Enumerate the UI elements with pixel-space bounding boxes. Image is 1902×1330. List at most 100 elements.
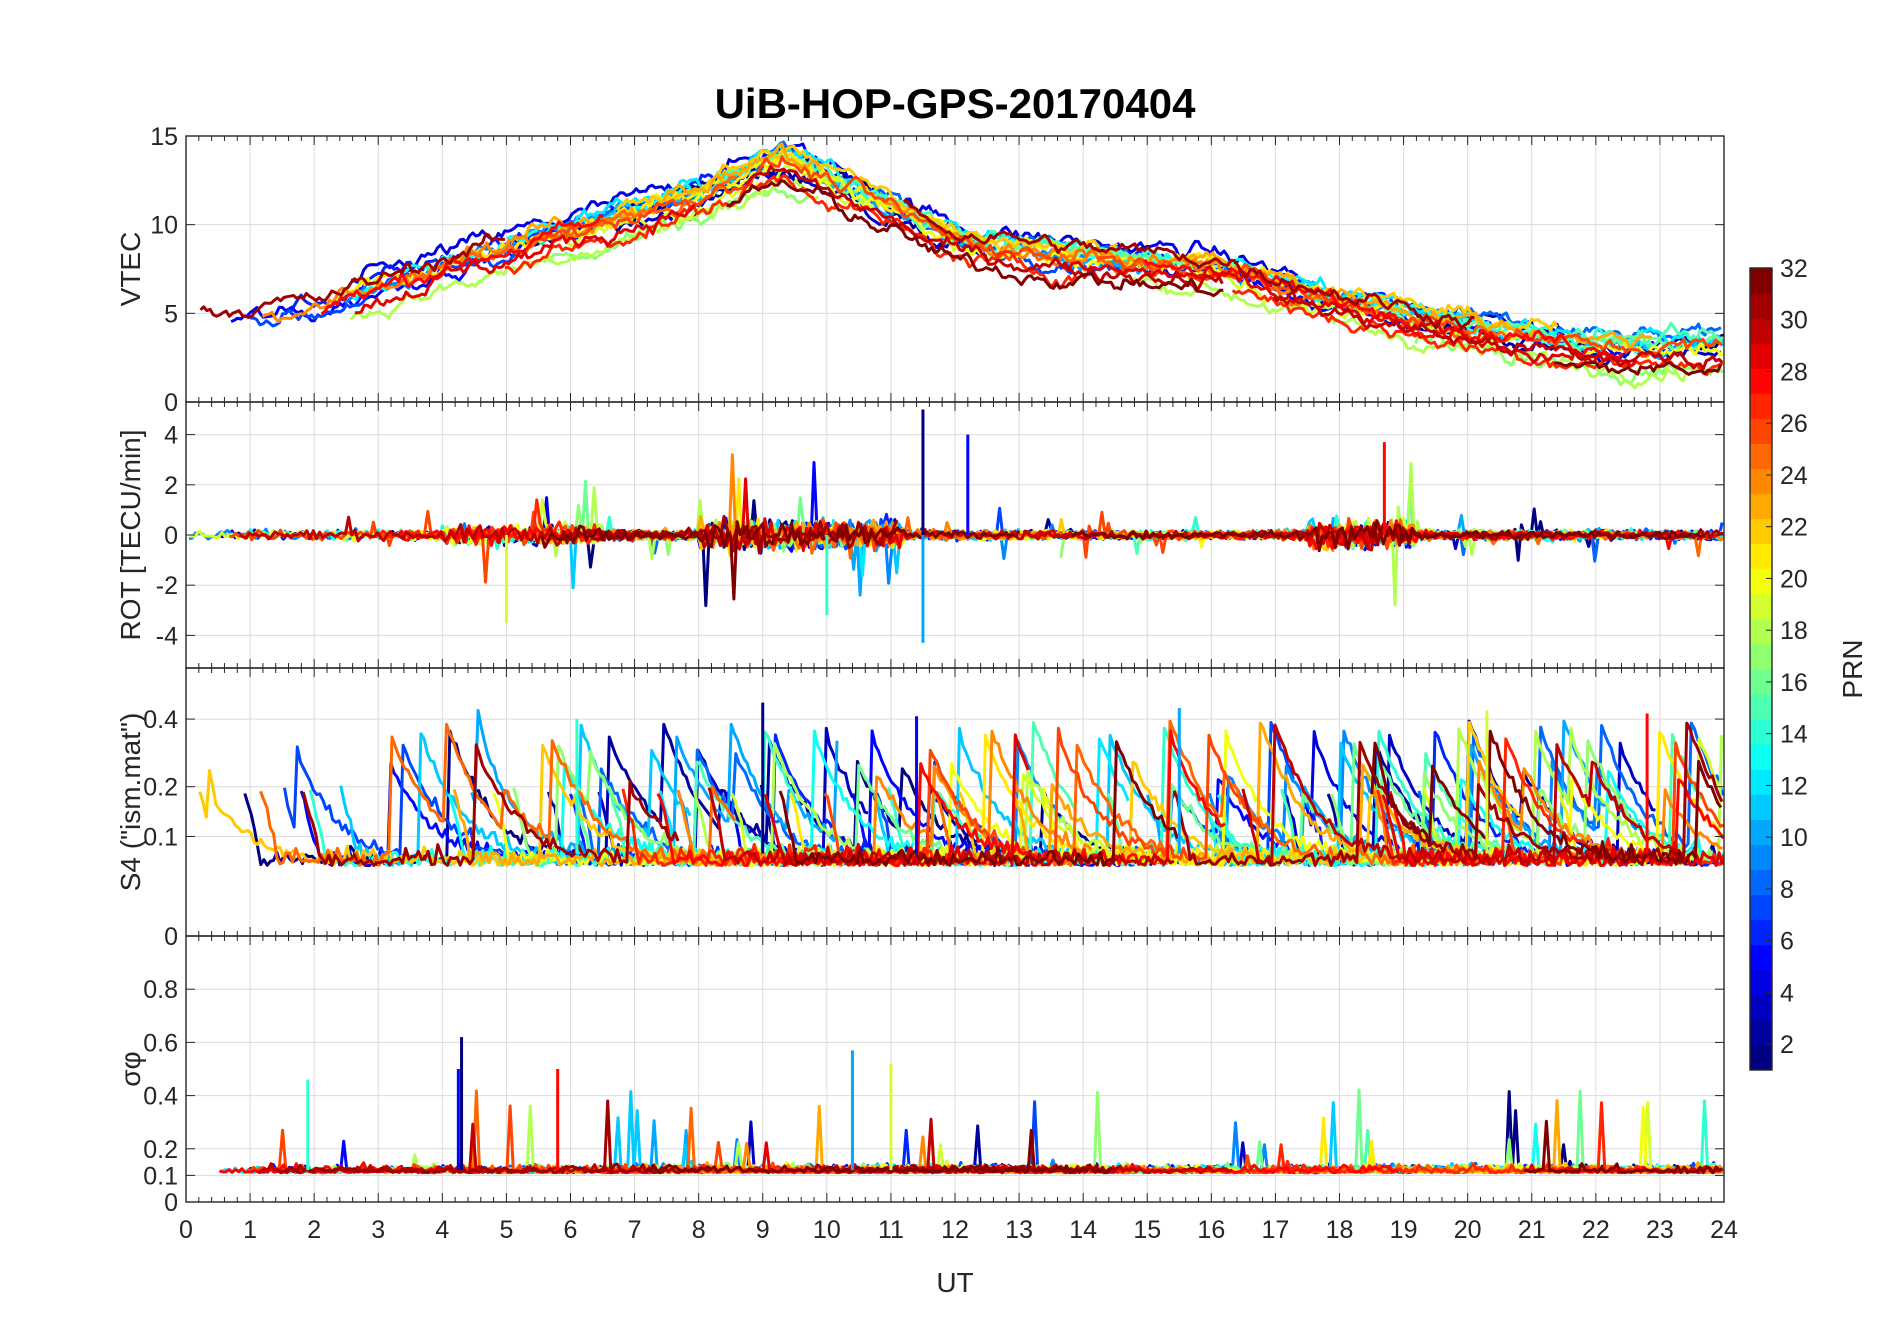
colorbar-tick-label: 16 bbox=[1780, 669, 1808, 697]
colorbar-segment bbox=[1750, 794, 1772, 820]
panel-vtec: 0 5 10 15 VTEC bbox=[115, 123, 1725, 417]
series-prn-27 bbox=[1231, 288, 1724, 377]
x-tick-label: 14 bbox=[1069, 1216, 1097, 1244]
colorbar-segment bbox=[1750, 493, 1772, 520]
colorbar-segment bbox=[1750, 819, 1772, 845]
y-tick-label: 5 bbox=[164, 300, 178, 328]
colorbar-segment bbox=[1750, 994, 1772, 1021]
x-tick-label: 4 bbox=[435, 1216, 449, 1244]
series-prn-30 bbox=[869, 1117, 1233, 1175]
y-tick-label: 0.4 bbox=[143, 706, 178, 734]
y-tick-label: 4 bbox=[164, 422, 178, 450]
panel-s4: 0 0.1 0.2 0.4S4 ("ism.mat") bbox=[115, 667, 1725, 951]
series-prn-32 bbox=[1071, 519, 1705, 553]
colorbar-segment bbox=[1750, 869, 1772, 896]
colorbar-tick-label: 12 bbox=[1780, 772, 1808, 800]
y-tick-label: 0.2 bbox=[143, 1136, 178, 1164]
series-prn-30 bbox=[238, 515, 760, 553]
colorbar-segment bbox=[1750, 318, 1772, 344]
colorbar-segment bbox=[1750, 669, 1772, 695]
x-tick-label: 24 bbox=[1710, 1216, 1738, 1244]
x-tick-label: 8 bbox=[692, 1216, 706, 1244]
series-prn-28 bbox=[320, 214, 605, 316]
series-prn-30 bbox=[1241, 723, 1687, 867]
y-tick-label: 0 bbox=[164, 1189, 178, 1217]
colorbar-segment bbox=[1750, 894, 1772, 921]
series-group-vtec bbox=[199, 140, 1724, 390]
x-tick-label: 0 bbox=[179, 1216, 193, 1244]
y-axis-label-vtec: VTEC bbox=[115, 232, 146, 307]
series-prn-32 bbox=[778, 740, 1179, 868]
series-prn-32 bbox=[540, 520, 1021, 601]
y-tick-label: 0.1 bbox=[143, 1162, 178, 1190]
colorbar-frame bbox=[1749, 267, 1773, 1071]
x-tick-label: 7 bbox=[628, 1216, 642, 1244]
series-prn-8 bbox=[1422, 307, 1722, 344]
x-tick-label: 2 bbox=[307, 1216, 321, 1244]
colorbar-tick-label: 20 bbox=[1780, 565, 1808, 593]
colorbar-segment bbox=[1750, 844, 1772, 870]
colorbar-segment bbox=[1750, 969, 1772, 996]
series-prn-31 bbox=[903, 198, 1475, 330]
y-tick-label: 0 bbox=[164, 923, 178, 951]
x-tick-label: 9 bbox=[756, 1216, 770, 1244]
colorbar-segment bbox=[1750, 468, 1772, 495]
series-prn-30 bbox=[744, 164, 1224, 293]
colorbar-tick-label: 2 bbox=[1780, 1031, 1794, 1059]
x-tick-label: 23 bbox=[1646, 1216, 1674, 1244]
colorbar-tick-label: 18 bbox=[1780, 617, 1808, 645]
y-tick-label: 0.8 bbox=[143, 976, 178, 1004]
y-tick-label: 0 bbox=[164, 389, 178, 417]
y-tick-label: 15 bbox=[150, 123, 178, 151]
colorbar-segment bbox=[1750, 368, 1772, 394]
colorbar-segment bbox=[1750, 418, 1772, 444]
series-prn-32 bbox=[1554, 360, 1723, 376]
colorbar-segment bbox=[1750, 618, 1772, 645]
colorbar-segment bbox=[1750, 568, 1772, 595]
series-prn-32 bbox=[1370, 729, 1723, 866]
x-tick-label: 1 bbox=[243, 1216, 257, 1244]
series-prn-7 bbox=[591, 1100, 1125, 1175]
series-prn-18 bbox=[349, 177, 820, 321]
colorbar-tick-label: 8 bbox=[1780, 876, 1794, 904]
colorbar-tick-label: 6 bbox=[1780, 928, 1794, 956]
colorbar-segment bbox=[1750, 694, 1772, 720]
y-tick-label: -4 bbox=[156, 622, 178, 650]
y-tick-label: 0.6 bbox=[143, 1029, 178, 1057]
colorbar-tick-label: 28 bbox=[1780, 358, 1808, 386]
colorbar-segment bbox=[1750, 944, 1772, 971]
x-tick-label: 10 bbox=[813, 1216, 841, 1244]
colorbar-segment bbox=[1750, 919, 1772, 946]
series-prn-11 bbox=[511, 1090, 942, 1175]
colorbar-segment bbox=[1750, 769, 1772, 795]
series-prn-27 bbox=[504, 174, 1080, 289]
colorbar-tick-label: 32 bbox=[1780, 255, 1808, 283]
x-tick-label: 19 bbox=[1390, 1216, 1418, 1244]
series-group-rot bbox=[188, 409, 1724, 643]
colorbar-tick-label: 22 bbox=[1780, 514, 1808, 542]
x-tick-label: 18 bbox=[1326, 1216, 1354, 1244]
series-prn-31 bbox=[1172, 721, 1724, 867]
colorbar-tick-label: 10 bbox=[1780, 824, 1808, 852]
colorbar-segment bbox=[1750, 719, 1772, 745]
series-prn-19 bbox=[1454, 1101, 1723, 1175]
series-prn-20 bbox=[1585, 342, 1724, 360]
y-tick-label: 0.4 bbox=[143, 1083, 178, 1111]
x-tick-label: 17 bbox=[1262, 1216, 1290, 1244]
series-prn-23 bbox=[515, 142, 822, 241]
panel-sigma_phi: 00.10.2 0.4 0.6 0.8 σφ bbox=[115, 935, 1725, 1217]
colorbar-segment bbox=[1750, 393, 1772, 419]
colorbar-segment bbox=[1750, 643, 1772, 670]
colorbar-tick-label: 24 bbox=[1780, 462, 1808, 490]
colorbar-tick-label: 26 bbox=[1780, 410, 1808, 438]
series-prn-29 bbox=[354, 203, 696, 315]
x-axis-label: UT bbox=[936, 1267, 973, 1298]
x-tick-label: 20 bbox=[1454, 1216, 1482, 1244]
colorbar-tick-label: 14 bbox=[1780, 721, 1808, 749]
series-prn-32 bbox=[645, 1128, 1113, 1175]
colorbar-segment bbox=[1750, 293, 1772, 319]
colorbar-tick-label: 4 bbox=[1780, 979, 1794, 1007]
x-tick-label: 11 bbox=[878, 1216, 904, 1244]
